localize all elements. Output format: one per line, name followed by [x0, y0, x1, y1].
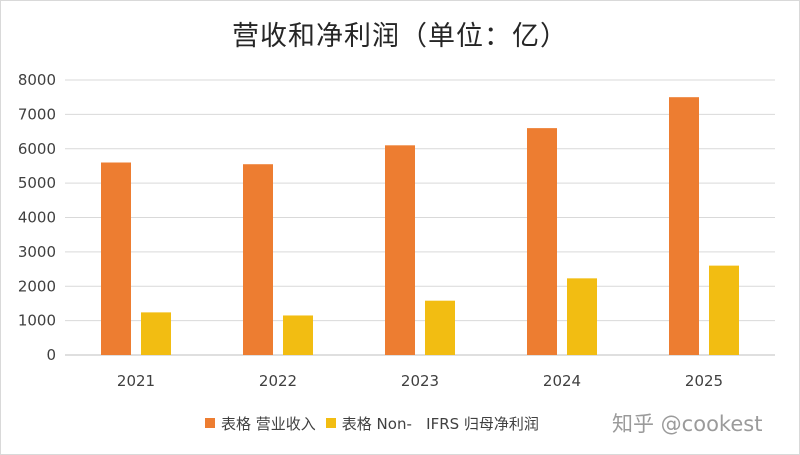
y-tick-label: 0 — [46, 346, 56, 364]
bar-revenue-2023 — [385, 145, 415, 355]
bar-net-profit-2025 — [709, 265, 739, 355]
x-axis-ticks: 2021 2022 2023 2024 2025 — [117, 372, 723, 390]
gridlines — [65, 79, 775, 356]
y-tick-label: 7000 — [18, 105, 56, 123]
bar-revenue-2022 — [243, 164, 273, 355]
legend-item-revenue: 表格 营业收入 — [205, 413, 316, 434]
bar-net-profit-2022 — [283, 315, 313, 355]
legend: 表格 营业收入 表格 Non- IFRS 归母净利润 — [205, 412, 539, 434]
y-tick-label: 3000 — [18, 243, 56, 261]
y-tick-label: 4000 — [18, 209, 56, 227]
legend-label-net-profit: 表格 Non- IFRS 归母净利润 — [341, 414, 539, 433]
y-tick-label: 1000 — [18, 312, 56, 330]
legend-swatch-revenue — [205, 418, 215, 428]
x-tick-label: 2021 — [117, 372, 155, 390]
chart-title: 营收和净利润（单位：亿） — [232, 21, 568, 52]
x-tick-label: 2022 — [259, 372, 297, 390]
y-tick-label: 8000 — [18, 71, 56, 89]
bar-revenue-2021 — [101, 162, 131, 355]
y-axis-ticks: 0 1000 2000 3000 4000 5000 6000 7000 8000 — [18, 71, 56, 364]
bar-net-profit-2024 — [567, 278, 597, 355]
bar-net-profit-2023 — [425, 300, 455, 355]
watermark: 知乎 @cookest — [612, 412, 763, 436]
legend-item-net-profit: 表格 Non- IFRS 归母净利润 — [325, 413, 539, 434]
y-tick-label: 6000 — [18, 140, 56, 158]
y-tick-label: 5000 — [18, 174, 56, 192]
x-tick-label: 2025 — [685, 372, 723, 390]
legend-label-revenue: 表格 营业收入 — [221, 414, 316, 433]
bar-net-profit-2021 — [141, 312, 171, 355]
y-tick-label: 2000 — [18, 277, 56, 295]
bars — [101, 97, 739, 355]
bar-revenue-2024 — [527, 128, 557, 355]
x-tick-label: 2024 — [543, 372, 581, 390]
bar-revenue-2025 — [669, 97, 699, 355]
legend-swatch-net-profit — [325, 418, 336, 428]
x-tick-label: 2023 — [401, 372, 439, 390]
